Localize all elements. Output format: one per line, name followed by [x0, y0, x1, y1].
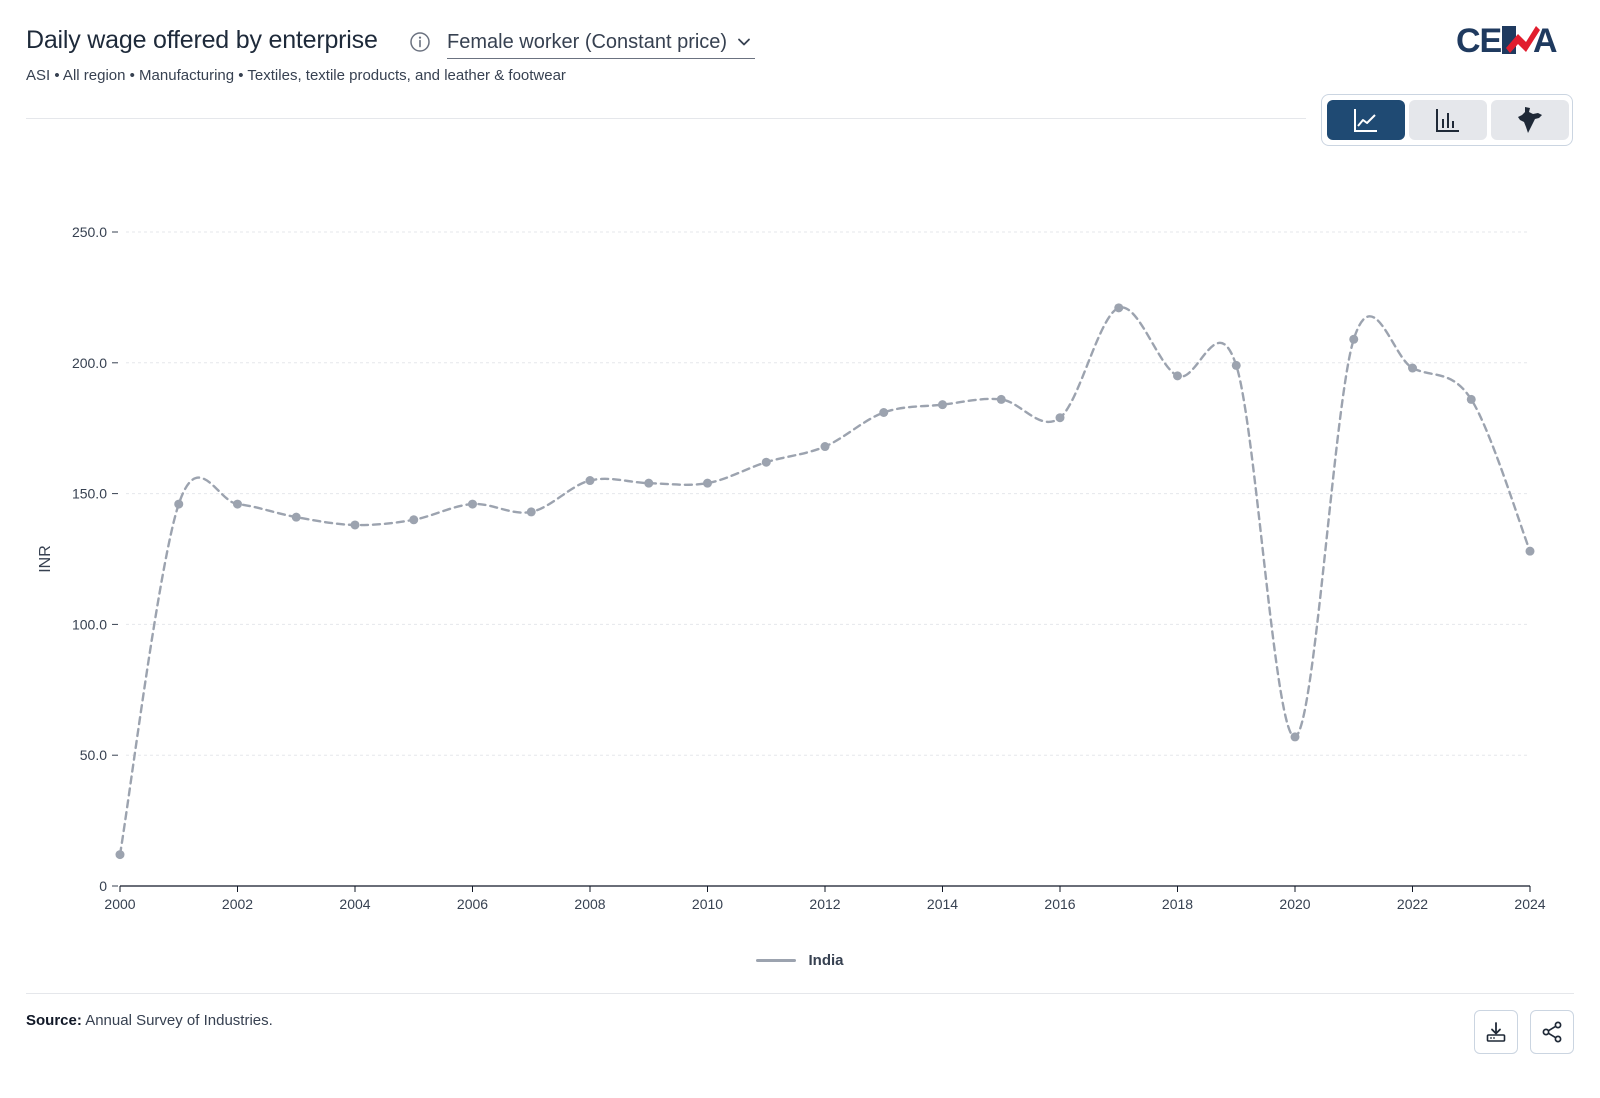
data-point[interactable] [644, 478, 654, 488]
x-tick-label: 2014 [927, 896, 958, 912]
indicator-dropdown[interactable]: Female worker (Constant price) [447, 26, 756, 59]
x-tick-label: 2024 [1514, 896, 1545, 912]
data-point[interactable] [1349, 334, 1359, 344]
legend: India [0, 952, 1600, 969]
data-point[interactable] [233, 499, 242, 509]
view-switch [1321, 94, 1573, 146]
data-point[interactable] [996, 394, 1006, 404]
download-icon [1486, 1022, 1506, 1042]
data-point[interactable] [1114, 303, 1124, 313]
data-point[interactable] [879, 408, 889, 418]
data-point[interactable] [409, 515, 419, 525]
data-point[interactable] [291, 512, 301, 522]
y-tick-label: 150.0 [72, 486, 107, 502]
chevron-down-icon [738, 38, 750, 46]
chart-title: Daily wage offered by enterprise [26, 26, 378, 54]
y-tick-label: 100.0 [72, 616, 107, 632]
data-point[interactable] [350, 520, 360, 530]
bar-chart-icon [1436, 109, 1459, 132]
data-point[interactable] [938, 400, 947, 410]
data-point[interactable] [468, 499, 477, 509]
source-label: Source: [26, 1012, 82, 1029]
legend-label-india[interactable]: India [808, 952, 844, 969]
y-tick-label: 250.0 [72, 224, 107, 240]
data-point[interactable] [820, 442, 830, 452]
footer-divider [26, 993, 1574, 994]
line-chart-view-button[interactable] [1327, 100, 1405, 140]
y-tick-label: 200.0 [72, 355, 107, 371]
ceda-logo: CE A [1456, 22, 1558, 58]
data-point[interactable] [526, 507, 536, 517]
data-point[interactable] [115, 850, 125, 860]
x-tick-label: 2008 [574, 896, 605, 912]
legend-swatch-india [756, 959, 797, 962]
y-tick-label: 50.0 [80, 747, 107, 763]
india-map-icon [1518, 107, 1542, 133]
y-tick-label: 0 [99, 878, 107, 894]
svg-text:CE: CE [1456, 22, 1502, 58]
line-chart: 0 50.0 100.0 150.0 200.0 250.0 2000 2002 2004 200… [37, 224, 1546, 912]
x-tick-label: 2006 [457, 896, 488, 912]
x-tick-label: 2018 [1162, 896, 1193, 912]
x-tick-label: 2000 [104, 896, 135, 912]
source-note: Source: Annual Survey of Industries. [26, 1012, 273, 1029]
info-icon[interactable] [409, 31, 431, 53]
data-point[interactable] [1408, 363, 1417, 373]
x-tick-label: 2020 [1279, 896, 1310, 912]
x-tick-label: 2010 [692, 896, 723, 912]
bar-chart-view-button[interactable] [1409, 100, 1487, 140]
series-line-india [118, 306, 1532, 856]
data-point[interactable] [1525, 546, 1535, 556]
x-tick-label: 2002 [222, 896, 253, 912]
chart-subtitle: ASI • All region • Manufacturing • Texti… [26, 67, 566, 84]
data-point[interactable] [1466, 394, 1476, 404]
data-point[interactable] [174, 499, 184, 509]
data-point[interactable] [1290, 732, 1300, 742]
data-point[interactable] [1055, 413, 1065, 423]
y-axis-label: INR [37, 545, 54, 573]
share-button[interactable] [1530, 1010, 1574, 1054]
header-divider [26, 118, 1306, 119]
x-tick-label: 2004 [339, 896, 370, 912]
data-point[interactable] [761, 457, 771, 467]
share-icon [1542, 1021, 1562, 1043]
svg-text:A: A [1533, 22, 1558, 58]
x-tick-label: 2012 [809, 896, 840, 912]
x-tick-label: 2022 [1397, 896, 1428, 912]
download-button[interactable] [1474, 1010, 1518, 1054]
data-point[interactable] [585, 476, 595, 486]
source-text: Annual Survey of Industries. [85, 1012, 273, 1029]
data-point[interactable] [703, 478, 712, 488]
line-chart-icon [1354, 109, 1377, 132]
map-view-button[interactable] [1491, 100, 1569, 140]
x-tick-label: 2016 [1044, 896, 1075, 912]
data-point[interactable] [1173, 371, 1182, 381]
data-point[interactable] [1231, 360, 1241, 370]
indicator-dropdown-label: Female worker (Constant price) [447, 30, 728, 53]
